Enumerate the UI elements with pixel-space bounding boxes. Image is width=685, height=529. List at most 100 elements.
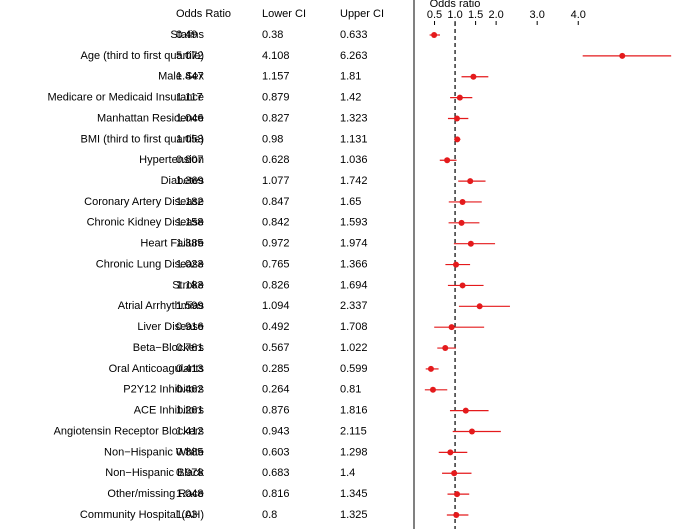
- table-cell: 0.972: [262, 238, 290, 250]
- table-cell: 1.447: [176, 71, 204, 83]
- row-label: Oral Anticoagulants: [109, 363, 205, 375]
- table-cell: 0.38: [262, 29, 283, 41]
- row-label: ACE Inhibitors: [134, 405, 205, 417]
- table-cell: 1.053: [176, 133, 204, 145]
- table-cell: 4.108: [262, 50, 290, 62]
- x-tick-label: 4.0: [571, 9, 586, 21]
- row-label: Age (third to first quartile): [81, 50, 205, 62]
- table-cell: 1.385: [176, 238, 204, 250]
- row-label: Non−Hispanic White: [104, 446, 204, 458]
- table-cell: 0.462: [176, 384, 204, 396]
- table-cell: 1.412: [176, 425, 204, 437]
- point-estimate: [619, 52, 626, 59]
- table-cell: 0.567: [262, 342, 290, 354]
- table-cell: 0.885: [176, 446, 204, 458]
- table-cell: 0.264: [262, 384, 290, 396]
- table-cell: 0.599: [340, 363, 368, 375]
- table-cell: 1.182: [176, 196, 204, 208]
- row-label: Medicare or Medicaid Insurance: [47, 92, 204, 104]
- point-estimate: [456, 94, 463, 101]
- column-header: Upper CI: [340, 8, 384, 20]
- table-cell: 0.876: [262, 405, 290, 417]
- table-cell: 0.827: [262, 112, 290, 124]
- table-cell: 2.115: [340, 425, 367, 437]
- table-cell: 1.261: [176, 405, 204, 417]
- row-label: Coronary Artery Disease: [84, 196, 204, 208]
- table-cell: 0.413: [176, 363, 204, 375]
- table-cell: 1.077: [262, 175, 290, 187]
- table-cell: 1.022: [340, 342, 368, 354]
- row-label: Hypertension: [139, 154, 204, 166]
- table-cell: 0.879: [262, 92, 290, 104]
- table-cell: 0.628: [262, 154, 290, 166]
- table-cell: 1.157: [262, 71, 290, 83]
- x-tick-label: 2.0: [488, 9, 503, 21]
- table-cell: 1.599: [176, 300, 204, 312]
- row-label: P2Y12 Inhibitors: [123, 384, 204, 396]
- table-cell: 0.765: [262, 258, 290, 270]
- table-cell: 1.094: [262, 300, 290, 312]
- row-label: Chronic Lung Disease: [96, 258, 204, 270]
- row-label: Atrial Arrhythmias: [118, 300, 205, 312]
- table-cell: 0.978: [176, 467, 204, 479]
- table-cell: 1.131: [340, 133, 368, 145]
- column-header: Lower CI: [262, 8, 306, 20]
- point-estimate: [454, 491, 461, 498]
- table-cell: 0.8: [262, 509, 277, 521]
- column-header: Odds Ratio: [176, 8, 231, 20]
- x-axis-label: Odds ratio: [430, 0, 481, 10]
- table-cell: 0.492: [262, 321, 290, 333]
- point-estimate: [467, 178, 474, 185]
- point-estimate: [470, 73, 477, 80]
- table-cell: 0.633: [340, 29, 368, 41]
- table-cell: 0.603: [262, 446, 290, 458]
- table-cell: 1.048: [176, 488, 204, 500]
- row-label: Non−Hispanic Black: [105, 467, 204, 479]
- row-label: Stroke: [172, 279, 204, 291]
- table-cell: 1.4: [340, 467, 355, 479]
- row-label: Other/missing Race: [107, 488, 204, 500]
- table-cell: 1.03: [176, 509, 197, 521]
- x-tick-label: 1.5: [468, 9, 483, 21]
- point-estimate: [476, 303, 483, 310]
- table-cell: 0.98: [262, 133, 283, 145]
- point-estimate: [454, 136, 461, 143]
- table-cell: 0.842: [262, 217, 290, 229]
- row-label: Liver Disease: [137, 321, 204, 333]
- point-estimate: [442, 345, 449, 352]
- table-cell: 1.323: [340, 112, 368, 124]
- point-estimate: [451, 470, 458, 477]
- point-estimate: [453, 261, 460, 268]
- table-cell: 0.81: [340, 384, 361, 396]
- table-cell: 1.593: [340, 217, 368, 229]
- point-estimate: [458, 219, 465, 226]
- table-cell: 1.023: [176, 258, 204, 270]
- table-cell: 0.761: [176, 342, 204, 354]
- table-cell: 1.694: [340, 279, 368, 291]
- point-estimate: [467, 240, 474, 247]
- point-estimate: [462, 407, 469, 414]
- table-cell: 1.325: [340, 509, 368, 521]
- table-cell: 1.742: [340, 175, 368, 187]
- table-cell: 1.816: [340, 405, 368, 417]
- table-cell: 1.345: [340, 488, 368, 500]
- table-cell: 1.974: [340, 238, 368, 250]
- point-estimate: [444, 157, 451, 164]
- x-tick-label: 3.0: [530, 9, 545, 21]
- table-cell: 0.807: [176, 154, 204, 166]
- row-label: Manhattan Residence: [97, 112, 204, 124]
- table-cell: 1.036: [340, 154, 368, 166]
- point-estimate: [427, 365, 434, 372]
- point-estimate: [453, 115, 460, 122]
- table-cell: 1.158: [176, 217, 204, 229]
- table-cell: 1.046: [176, 112, 204, 124]
- row-label: Diabetes: [161, 175, 205, 187]
- point-estimate: [459, 282, 466, 289]
- row-label: Beta−Blockers: [133, 342, 205, 354]
- point-estimate: [429, 386, 436, 393]
- row-label: Statins: [170, 29, 204, 41]
- point-estimate: [453, 512, 460, 519]
- table-cell: 0.916: [176, 321, 204, 333]
- point-estimate: [447, 449, 454, 456]
- table-cell: 6.263: [340, 50, 368, 62]
